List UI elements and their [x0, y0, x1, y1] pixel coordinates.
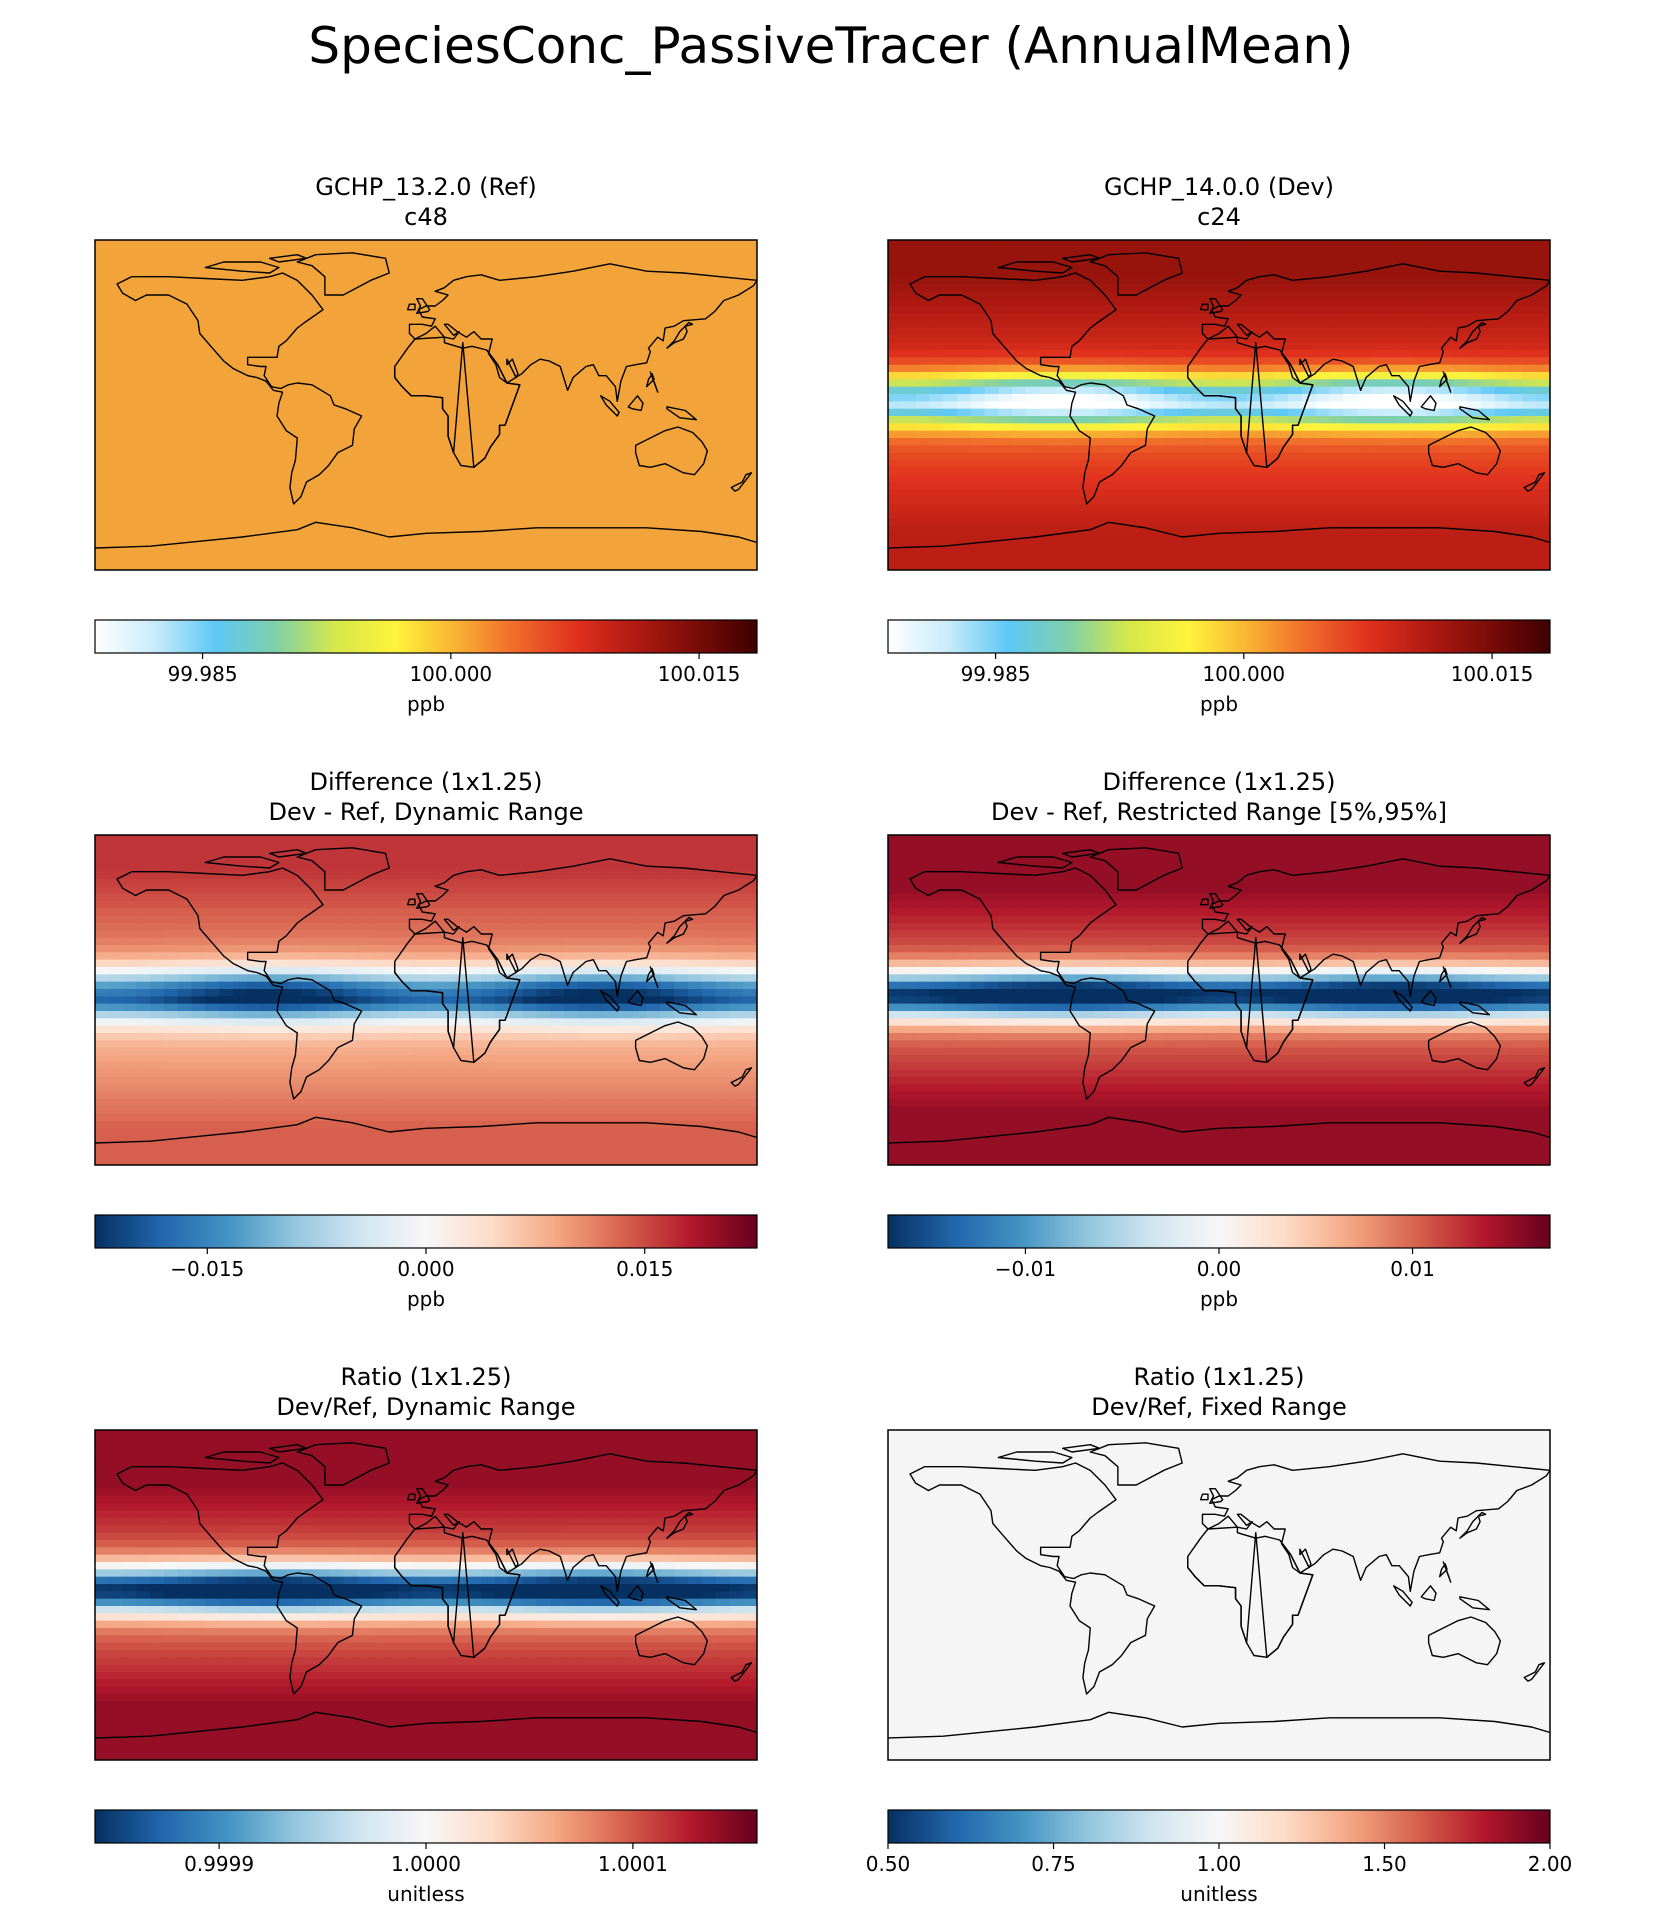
colorbar: −0.015 0.000 0.015 ppb — [94, 1214, 758, 1311]
colorbar-tick-label: 1.0001 — [598, 1852, 668, 1876]
colorbar: 99.985 100.000 100.015 ppb — [94, 619, 758, 716]
colorbar-tick-label: 0.00 — [1197, 1257, 1242, 1281]
colorbar-tick-label: 1.50 — [1362, 1852, 1407, 1876]
panel-subtitle: c24 — [1197, 203, 1241, 231]
colorbar-tick-label: 100.000 — [1202, 662, 1285, 686]
colorbar-tick-label: −0.015 — [170, 1257, 244, 1281]
panel-title: Ratio (1x1.25) — [341, 1363, 512, 1391]
uniform-field — [95, 240, 757, 570]
map-field — [888, 240, 1550, 570]
colorbar: −0.01 0.00 0.01 ppb — [887, 1214, 1551, 1311]
map-frame — [887, 239, 1551, 571]
colorbar-gradient — [94, 1214, 758, 1249]
map-frame — [887, 834, 1551, 1166]
map-frame — [94, 834, 758, 1166]
colorbar-tick-label: 0.01 — [1390, 1257, 1435, 1281]
colorbar-tick-label: 0.75 — [1031, 1852, 1076, 1876]
colorbar-label: unitless — [387, 1882, 464, 1906]
panel-5: Ratio (1x1.25)Dev/Ref, Dynamic Range 0.99… — [94, 1363, 758, 1906]
colorbar-label: ppb — [407, 1287, 445, 1311]
map-frame — [887, 1429, 1551, 1761]
map-field — [95, 240, 757, 570]
colorbar-gradient — [887, 1214, 1551, 1249]
colorbar-tick-label: 2.00 — [1528, 1852, 1573, 1876]
panel-title: Difference (1x1.25) — [1103, 768, 1336, 796]
map-field — [95, 1430, 757, 1760]
colorbar-label: ppb — [1200, 1287, 1238, 1311]
colorbar-tick-label: 1.00 — [1197, 1852, 1242, 1876]
panel-3: Difference (1x1.25)Dev - Ref, Dynamic Ra… — [94, 768, 758, 1311]
panel-subtitle: Dev - Ref, Dynamic Range — [269, 798, 584, 826]
colorbar-tick-label: 100.000 — [409, 662, 492, 686]
colorbar-label: unitless — [1180, 1882, 1257, 1906]
panel-2: GCHP_14.0.0 (Dev)c24 99.985 100.000 100.015… — [887, 173, 1551, 716]
colorbar-tick-label: 0.000 — [397, 1257, 454, 1281]
colorbar-tick-label: 0.015 — [616, 1257, 673, 1281]
figure-title: SpeciesConc_PassiveTracer (AnnualMean) — [308, 17, 1353, 75]
panel-subtitle: Dev - Ref, Restricted Range [5%,95%] — [991, 798, 1447, 826]
colorbar-tick-label: 0.9999 — [184, 1852, 254, 1876]
colorbar-tick-label: 99.985 — [168, 662, 238, 686]
map-field — [95, 835, 757, 1165]
colorbar: 0.50 0.75 1.00 1.50 2.00 unitless — [866, 1809, 1573, 1906]
uniform-field — [888, 1430, 1550, 1760]
colorbar: 99.985 100.000 100.015 ppb — [887, 619, 1551, 716]
colorbar-gradient — [887, 1809, 1551, 1844]
colorbar: 0.9999 1.0000 1.0001 unitless — [94, 1809, 758, 1906]
colorbar-label: ppb — [1200, 692, 1238, 716]
colorbar-tick-label: 100.015 — [658, 662, 741, 686]
colorbar-tick-label: 100.015 — [1451, 662, 1534, 686]
colorbar-tick-label: 0.50 — [866, 1852, 911, 1876]
panel-subtitle: Dev/Ref, Fixed Range — [1091, 1393, 1347, 1421]
panel-title: GCHP_14.0.0 (Dev) — [1104, 173, 1334, 201]
panel-title: GCHP_13.2.0 (Ref) — [315, 173, 536, 201]
map-frame — [94, 239, 758, 571]
panel-title: Ratio (1x1.25) — [1134, 1363, 1305, 1391]
panel-4: Difference (1x1.25)Dev - Ref, Restricted… — [887, 768, 1551, 1311]
colorbar-tick-label: 99.985 — [961, 662, 1031, 686]
panel-title: Difference (1x1.25) — [310, 768, 543, 796]
panel-subtitle: Dev/Ref, Dynamic Range — [276, 1393, 575, 1421]
panel-1: GCHP_13.2.0 (Ref)c48 99.985 100.000 100.015… — [94, 173, 758, 716]
map-field — [888, 1430, 1550, 1760]
colorbar-tick-label: 1.0000 — [391, 1852, 461, 1876]
map-field — [888, 835, 1550, 1165]
colorbar-gradient — [94, 1809, 758, 1844]
map-frame — [94, 1429, 758, 1761]
colorbar-gradient — [94, 619, 758, 654]
colorbar-gradient — [887, 619, 1551, 654]
colorbar-label: ppb — [407, 692, 445, 716]
panel-subtitle: c48 — [404, 203, 448, 231]
colorbar-tick-label: −0.01 — [995, 1257, 1056, 1281]
